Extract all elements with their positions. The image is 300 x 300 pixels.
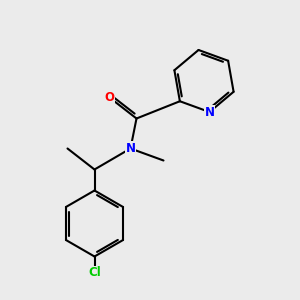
Text: N: N (125, 142, 136, 155)
Text: Cl: Cl (88, 266, 101, 280)
Text: O: O (104, 91, 115, 104)
Text: N: N (205, 106, 214, 118)
